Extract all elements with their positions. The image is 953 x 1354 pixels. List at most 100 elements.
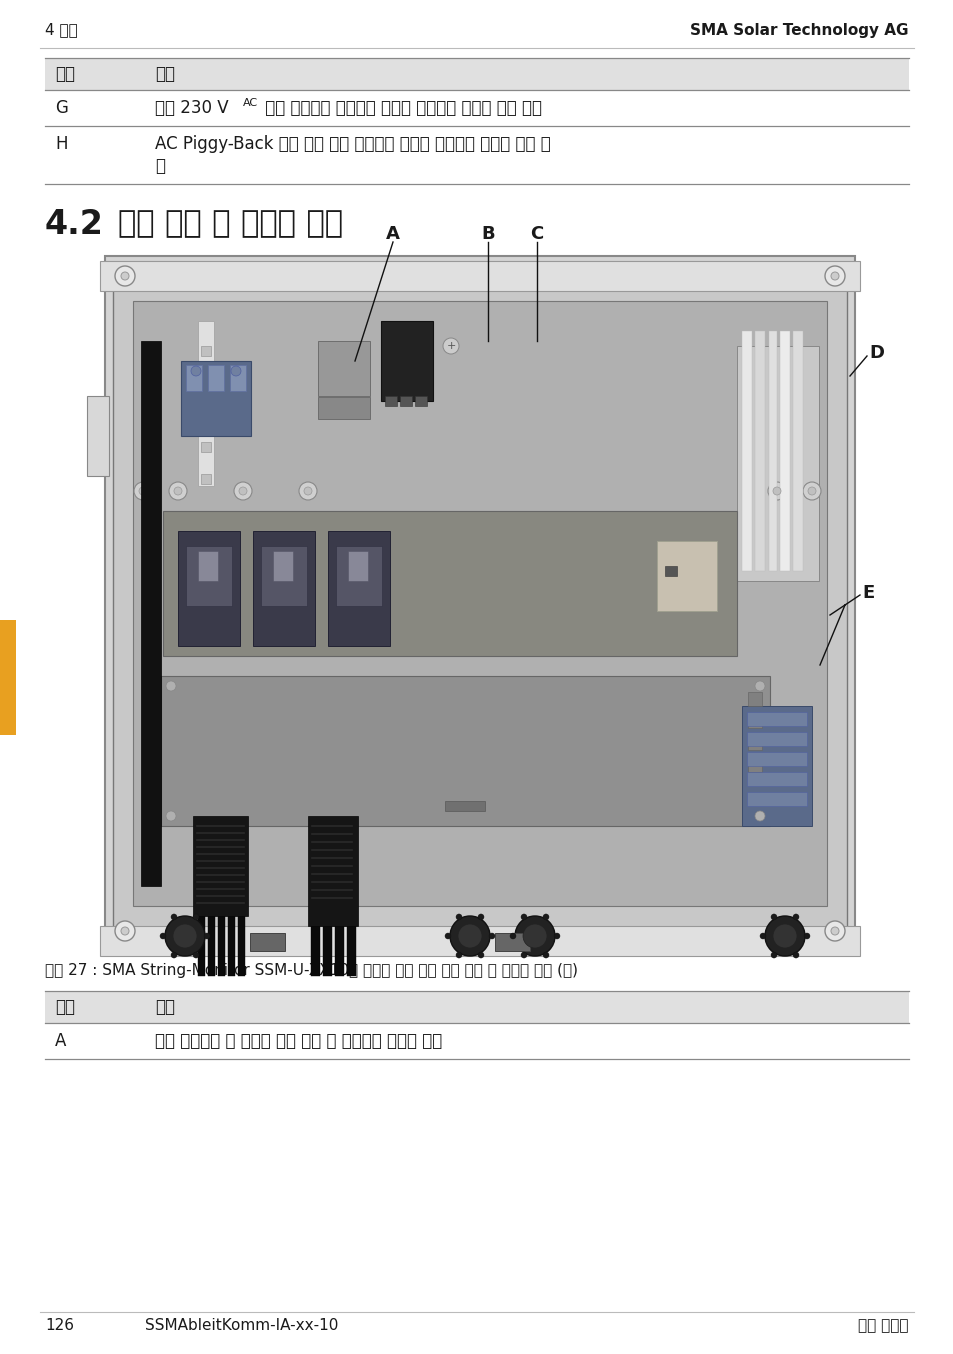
Bar	[737, 347, 818, 581]
Bar	[100, 926, 859, 956]
Bar	[161, 676, 769, 826]
Bar	[385, 395, 396, 406]
Text: 전자 어셈블리 및 과전압 보호 장치 간 케이블용 케이블 경로: 전자 어셈블리 및 과전압 보호 장치 간 케이블용 케이블 경로	[154, 1032, 442, 1049]
Bar	[664, 566, 677, 575]
Circle shape	[169, 482, 187, 500]
Bar	[746, 772, 806, 787]
Bar	[747, 714, 761, 728]
Circle shape	[760, 933, 765, 940]
Circle shape	[764, 917, 804, 956]
Circle shape	[115, 921, 135, 941]
Text: +: +	[446, 341, 456, 351]
Circle shape	[542, 952, 548, 959]
Text: SSMAbleitKomm-IA-xx-10: SSMAbleitKomm-IA-xx-10	[145, 1319, 338, 1334]
Text: 설치 위치 및 케이블 경로: 설치 위치 및 케이블 경로	[118, 210, 343, 238]
Circle shape	[165, 917, 205, 956]
Circle shape	[770, 952, 776, 959]
Circle shape	[442, 338, 458, 353]
Text: D: D	[868, 344, 883, 362]
Circle shape	[520, 914, 526, 919]
Text: 위치: 위치	[55, 65, 75, 83]
Circle shape	[554, 933, 559, 940]
Circle shape	[456, 914, 461, 919]
Bar	[792, 330, 802, 571]
Circle shape	[172, 923, 196, 948]
Text: 위치: 위치	[55, 998, 75, 1016]
Circle shape	[772, 487, 781, 496]
Circle shape	[121, 927, 129, 936]
Bar	[445, 802, 485, 811]
Bar	[768, 330, 776, 571]
Circle shape	[193, 914, 199, 919]
Circle shape	[767, 482, 785, 500]
Bar	[328, 531, 390, 646]
Circle shape	[772, 923, 796, 948]
Bar	[201, 347, 211, 356]
Bar	[311, 921, 319, 976]
Bar	[193, 816, 248, 917]
Bar	[100, 261, 859, 291]
Circle shape	[239, 487, 247, 496]
Bar	[746, 712, 806, 726]
Bar	[415, 395, 427, 406]
Circle shape	[231, 366, 241, 376]
Bar	[382, 754, 422, 779]
Text: 한국어: 한국어	[3, 668, 13, 688]
Text: G: G	[55, 99, 68, 116]
Circle shape	[510, 933, 516, 940]
Bar	[317, 341, 370, 395]
Circle shape	[803, 933, 809, 940]
Text: X9: X9	[387, 762, 401, 772]
Bar	[746, 792, 806, 806]
Bar	[45, 58, 908, 89]
Circle shape	[830, 927, 838, 936]
Circle shape	[489, 933, 495, 940]
Bar	[780, 330, 789, 571]
Circle shape	[830, 272, 838, 280]
Bar	[87, 395, 109, 477]
Text: SMA Solar Technology AG: SMA Solar Technology AG	[690, 23, 908, 38]
Text: C: C	[530, 225, 543, 242]
Bar	[741, 705, 811, 826]
Bar	[348, 551, 368, 581]
Bar	[335, 546, 381, 607]
Bar	[163, 510, 737, 655]
Bar	[105, 256, 854, 951]
Bar	[201, 474, 211, 483]
Circle shape	[173, 487, 182, 496]
Bar	[746, 733, 806, 746]
Circle shape	[807, 487, 815, 496]
Bar	[132, 301, 826, 906]
Bar	[747, 692, 761, 705]
Bar	[198, 321, 213, 486]
Text: A: A	[55, 1032, 67, 1049]
Circle shape	[171, 952, 177, 959]
Circle shape	[204, 933, 210, 940]
Bar	[657, 542, 717, 611]
Bar	[382, 723, 422, 751]
Bar	[323, 921, 332, 976]
Circle shape	[298, 482, 316, 500]
Bar	[335, 921, 344, 976]
Circle shape	[444, 933, 451, 940]
Text: E: E	[862, 584, 873, 603]
Bar	[198, 551, 218, 581]
Bar	[347, 921, 355, 976]
Bar	[0, 620, 16, 735]
Circle shape	[115, 265, 135, 286]
Circle shape	[191, 366, 201, 376]
Bar	[317, 397, 370, 418]
Bar	[754, 330, 764, 571]
Circle shape	[522, 923, 546, 948]
Text: 설치 매뉴얼: 설치 매뉴얼	[858, 1319, 908, 1334]
Bar	[230, 366, 246, 391]
Bar	[201, 410, 211, 420]
Text: AC: AC	[243, 97, 258, 108]
Circle shape	[477, 952, 483, 959]
Bar	[746, 751, 806, 766]
Bar	[186, 366, 202, 391]
Bar	[186, 546, 232, 607]
Text: A: A	[386, 225, 399, 242]
Bar	[261, 546, 307, 607]
Circle shape	[450, 917, 490, 956]
